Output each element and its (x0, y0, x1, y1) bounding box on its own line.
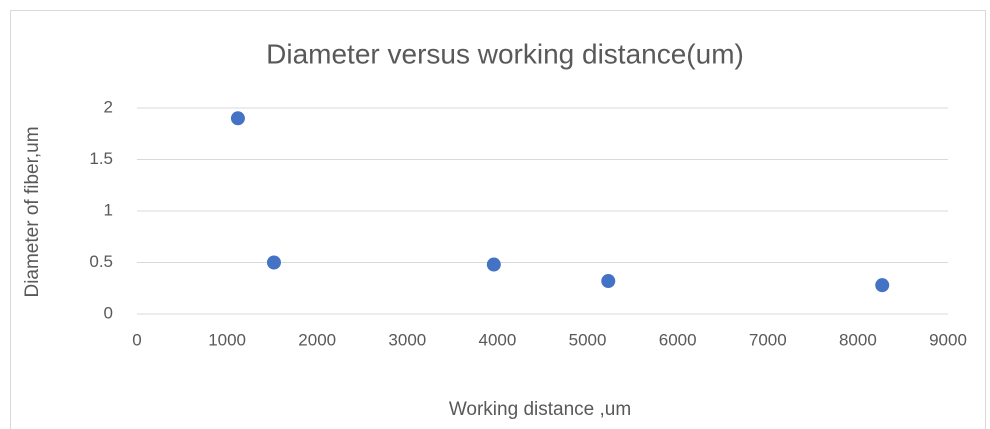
data-point (266, 255, 281, 270)
y-tick-label: 1.5 (89, 149, 113, 168)
data-point (486, 257, 501, 272)
x-tick-label: 0 (132, 330, 141, 349)
x-tick-label: 7000 (749, 330, 787, 349)
y-tick-label: 0.5 (89, 252, 113, 271)
x-tick-label: 5000 (569, 330, 607, 349)
y-tick-label: 2 (104, 97, 113, 116)
data-point (875, 278, 890, 293)
y-axis-label: Diameter of fiber,um (22, 126, 43, 297)
data-point (601, 274, 616, 289)
x-tick-label: 6000 (659, 330, 697, 349)
x-tick-label: 2000 (298, 330, 336, 349)
chart-frame (10, 10, 986, 429)
x-tick-label: 1000 (208, 330, 246, 349)
x-tick-label: 3000 (388, 330, 426, 349)
y-tick-label: 0 (104, 303, 113, 322)
x-axis-label: Working distance ,um (449, 399, 631, 420)
y-tick-label: 1 (104, 200, 113, 219)
data-point (230, 111, 245, 126)
x-tick-label: 9000 (929, 330, 967, 349)
x-tick-label: 8000 (839, 330, 877, 349)
x-tick-label: 4000 (479, 330, 517, 349)
chart-title: Diameter versus working distance(um) (266, 38, 744, 69)
